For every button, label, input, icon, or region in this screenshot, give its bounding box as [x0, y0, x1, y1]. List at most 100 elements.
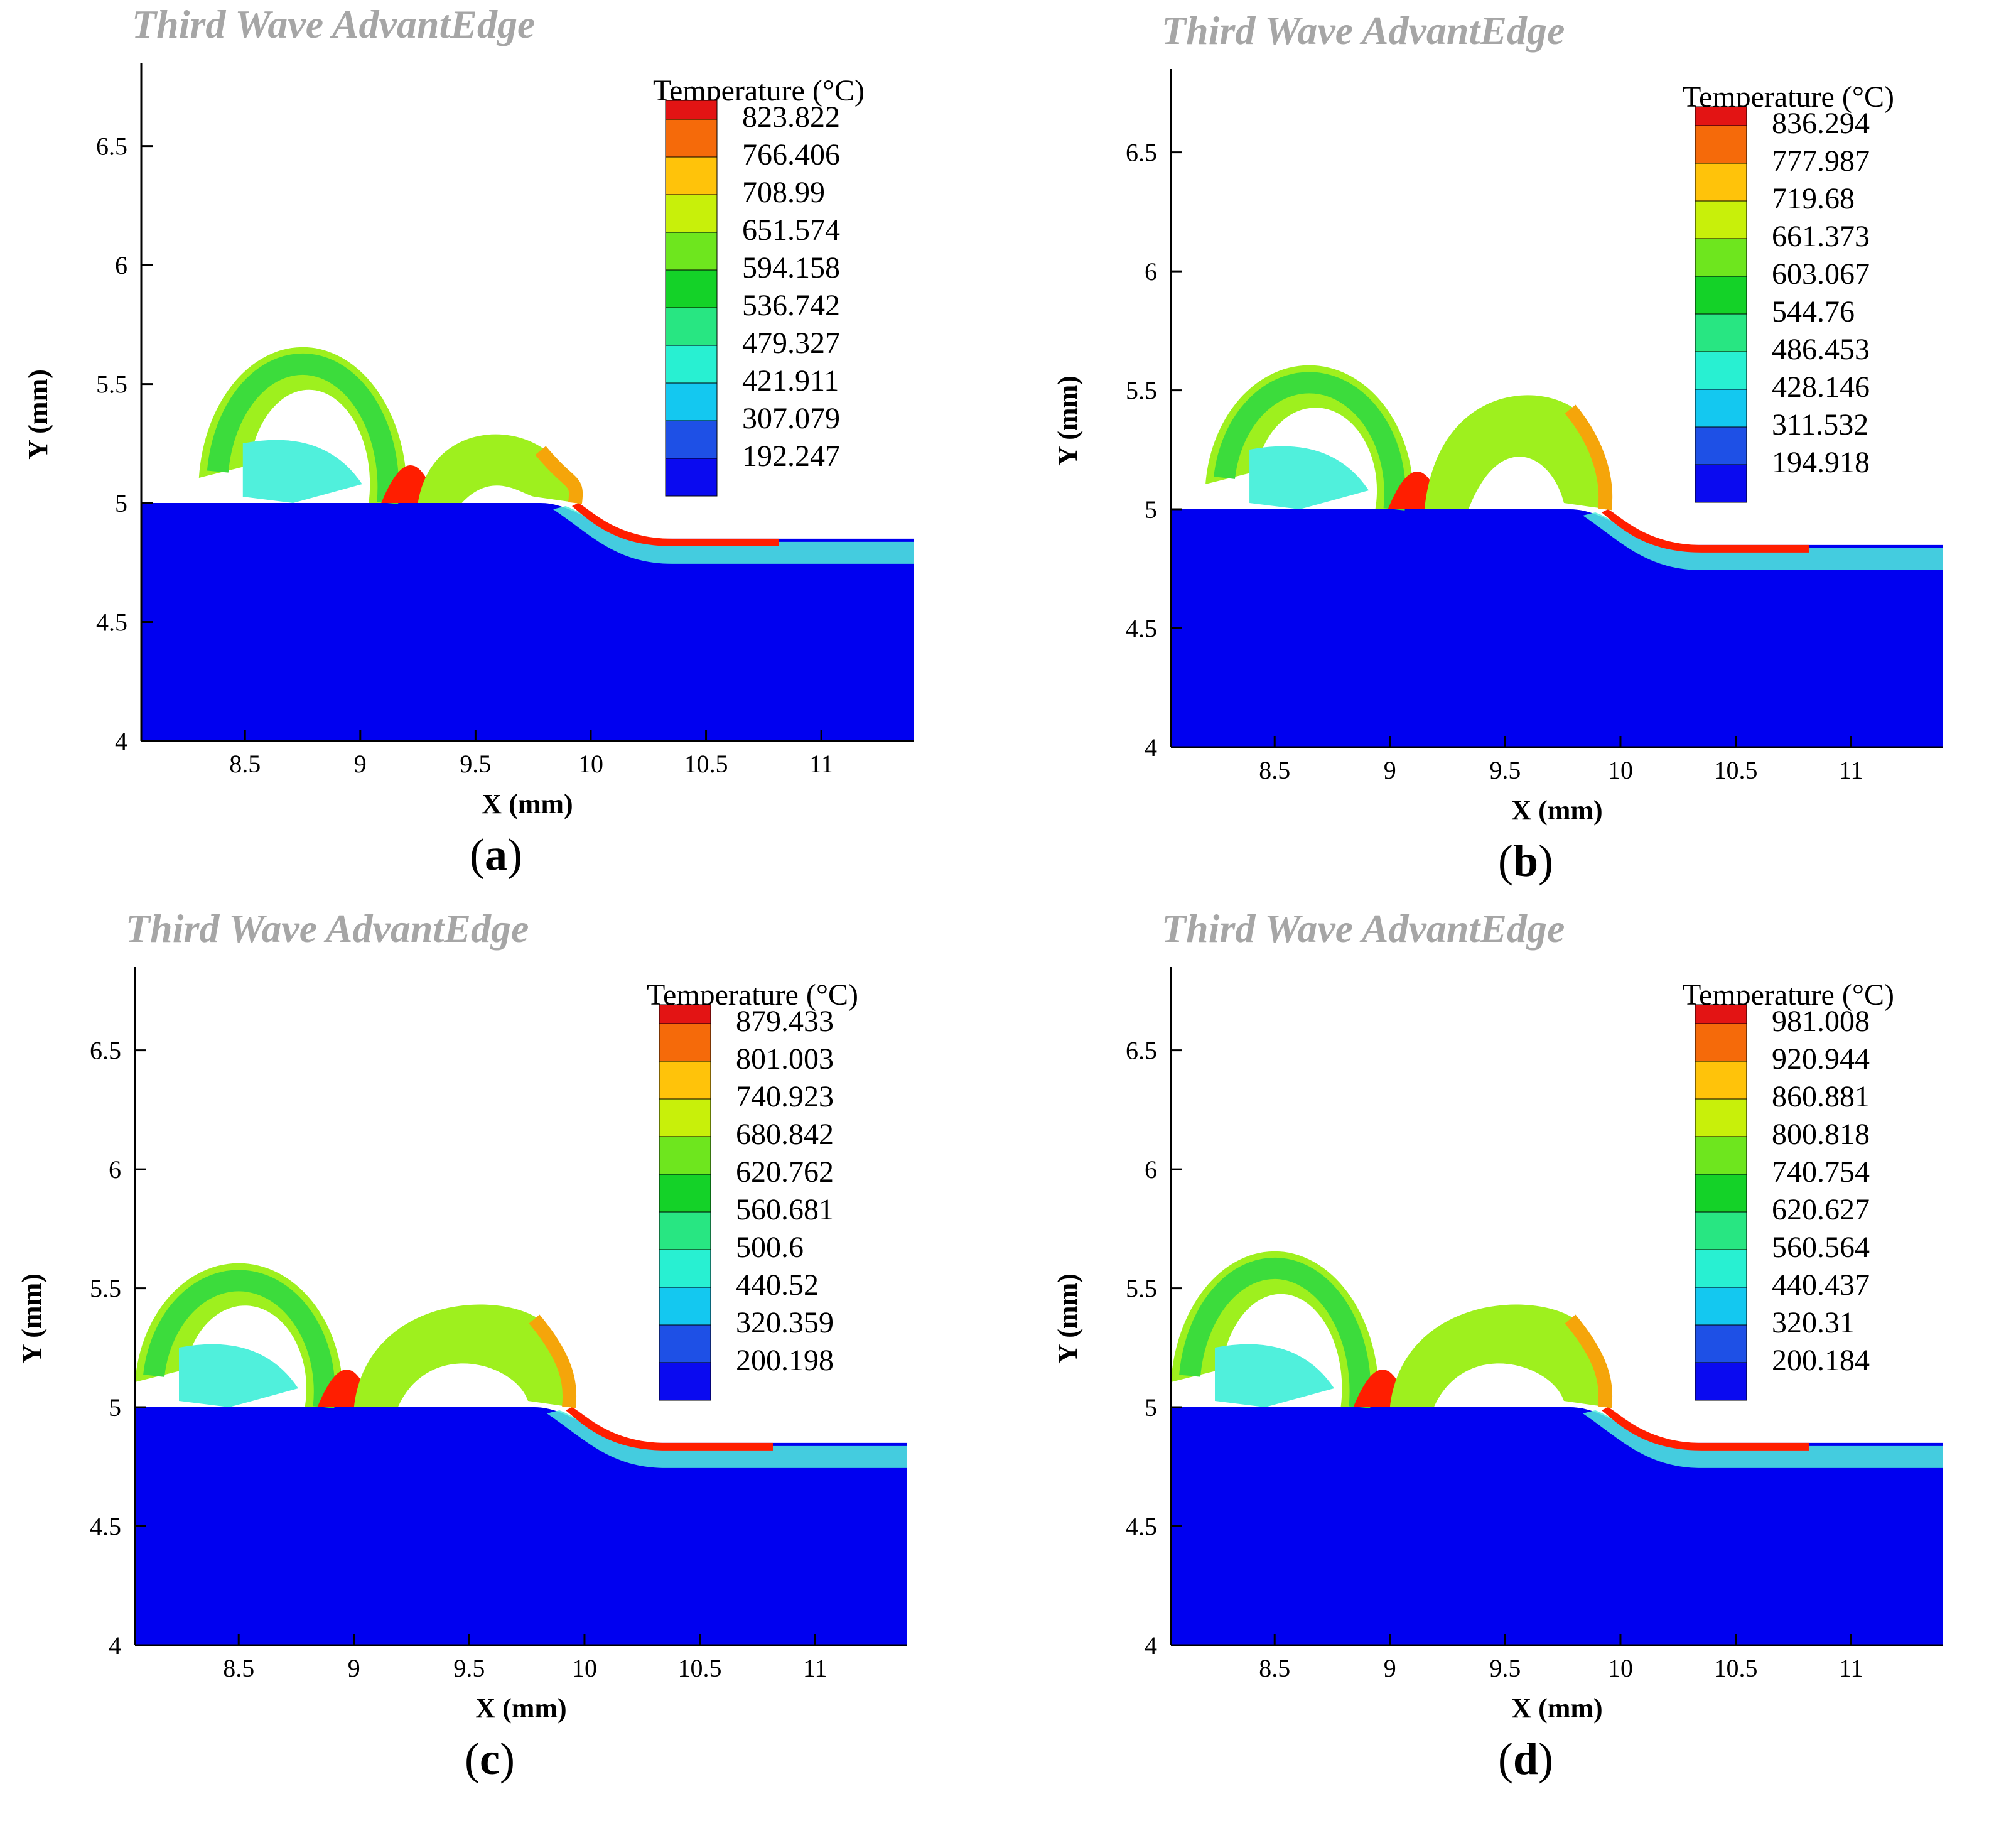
legend-band	[1695, 1004, 1747, 1024]
y-tick-label: 5	[115, 489, 127, 517]
y-tick-label: 5.5	[90, 1275, 121, 1303]
legend-band	[665, 382, 718, 421]
legend-label: 708.99	[742, 176, 825, 209]
chip-segment-2	[1389, 1304, 1610, 1408]
legend-label: 740.923	[736, 1080, 834, 1113]
legend-band	[659, 1004, 711, 1024]
legend-label: 560.564	[1772, 1231, 1870, 1264]
legend-band	[665, 420, 718, 459]
legend-label: 801.003	[736, 1042, 834, 1076]
legend-band	[659, 1098, 711, 1137]
x-tick-label: 10	[578, 750, 603, 778]
legend-band	[1695, 125, 1747, 164]
chip-segment-2-hot-edge	[529, 1314, 577, 1408]
x-tick-label: 8.5	[223, 1654, 254, 1682]
panel-d: Third Wave AdvantEdge 8.5 9 9.5 10 10.5 11 4 4.5…	[1036, 904, 2015, 1796]
y-tick-label: 6	[115, 251, 127, 279]
legend-band	[665, 194, 718, 233]
y-tick-label: 4.5	[1126, 1513, 1157, 1541]
chip-segment-1-core	[1179, 1257, 1371, 1408]
legend-band	[1695, 426, 1747, 465]
legend-label: 620.762	[736, 1155, 834, 1189]
y-tick-label: 4.5	[96, 608, 127, 637]
panel-label: (c)	[465, 1734, 515, 1784]
x-axis-label: X (mm)	[1511, 795, 1602, 826]
legend-label: 766.406	[742, 138, 840, 171]
panel-c: Third Wave AdvantEdge 8.5 9 9.5 10 10.5 11 4 4.5…	[0, 904, 979, 1796]
legend-label: 777.987	[1772, 144, 1870, 178]
legend-label: 307.079	[742, 402, 840, 435]
x-tick-label: 10	[1608, 756, 1633, 784]
legend-label: 560.681	[736, 1193, 834, 1226]
workpiece-region	[1171, 509, 1943, 747]
chart-svg: Third Wave AdvantEdge 8.5 9 9.5 10 10.5 11 4 4.5…	[23, 2, 914, 819]
y-tick-label: 6.5	[1126, 139, 1157, 167]
brand-watermark: Third Wave AdvantEdge	[1162, 906, 1565, 951]
chart-svg: Third Wave AdvantEdge 8.5 9 9.5 10 10.5 11 4 4.5…	[16, 906, 907, 1724]
y-tick-label: 6	[1145, 1155, 1157, 1184]
legend-label: 620.627	[1772, 1193, 1870, 1226]
y-tick-label: 6.5	[96, 132, 127, 161]
legend-label: 651.574	[742, 213, 840, 247]
legend-label: 661.373	[1772, 220, 1870, 253]
legend-band	[1695, 1362, 1747, 1401]
legend-band	[1695, 389, 1747, 428]
legend-label: 740.754	[1772, 1155, 1870, 1189]
panel-b: Third Wave AdvantEdge 8.5 9 9.5 10 10.5 11 4 4.5…	[1036, 6, 2015, 898]
x-tick-label: 9	[1384, 756, 1396, 784]
x-axis-label: X (mm)	[482, 789, 573, 819]
legend-band	[665, 100, 718, 120]
legend-label: 920.944	[1772, 1042, 1870, 1076]
y-tick-label: 4	[109, 1631, 121, 1660]
legend-band	[665, 458, 718, 497]
machined-surface-layer	[1582, 512, 1943, 570]
x-tick-label: 11	[803, 1654, 827, 1682]
y-tick-label: 5	[1145, 1393, 1157, 1422]
machined-surface-layer	[1582, 1410, 1943, 1468]
x-tick-label: 9	[348, 1654, 360, 1682]
legend-band	[665, 345, 718, 384]
legend-label: 680.842	[736, 1118, 834, 1151]
y-tick-label: 4	[1145, 733, 1157, 762]
legend-band	[1695, 464, 1747, 503]
legend-label: 200.198	[736, 1344, 834, 1377]
legend-band	[659, 1023, 711, 1062]
panel-label: (a)	[470, 829, 522, 880]
chip-inner-cool-zone	[179, 1344, 298, 1408]
y-tick-label: 4	[1145, 1631, 1157, 1660]
x-axis-label: X (mm)	[1511, 1693, 1602, 1724]
y-tick-label: 6.5	[1126, 1037, 1157, 1065]
brand-watermark: Third Wave AdvantEdge	[1162, 8, 1565, 53]
legend-band	[1695, 351, 1747, 390]
workpiece-region	[135, 1407, 907, 1645]
chip-segment-1-core	[143, 1270, 335, 1408]
legend-label: 421.911	[742, 364, 839, 397]
chip-segment-2-hot-edge	[1565, 404, 1613, 511]
y-tick-label: 5.5	[96, 370, 127, 399]
legend-band	[1695, 1023, 1747, 1062]
x-tick-label: 10	[572, 1654, 597, 1682]
x-tick-label: 9	[354, 750, 367, 778]
legend-band	[659, 1249, 711, 1288]
legend-label: 194.918	[1772, 446, 1870, 479]
x-tick-label: 9.5	[1489, 1654, 1521, 1682]
legend-band	[1695, 200, 1747, 239]
y-tick-label: 5	[109, 1393, 121, 1422]
hot-contact-zone	[1601, 1407, 1809, 1451]
y-tick-label: 5	[1145, 495, 1157, 524]
chip-segment-2	[353, 1304, 574, 1408]
y-tick-label: 6	[1145, 257, 1157, 286]
y-axis-label: Y (mm)	[16, 1273, 47, 1364]
y-tick-label: 6.5	[90, 1037, 121, 1065]
chip-segment-1-core	[207, 353, 399, 504]
y-tick-label: 4.5	[1126, 615, 1157, 643]
legend-band	[1695, 313, 1747, 352]
legend-band	[665, 156, 718, 195]
legend-band	[1695, 1098, 1747, 1137]
legend-label: 440.52	[736, 1268, 819, 1302]
x-tick-label: 10.5	[678, 1654, 722, 1682]
y-tick-label: 5.5	[1126, 1275, 1157, 1303]
chart-svg: Third Wave AdvantEdge 8.5 9 9.5 10 10.5 11 4 4.5…	[1052, 8, 1943, 826]
x-tick-label: 10	[1608, 1654, 1633, 1682]
legend-label: 800.818	[1772, 1118, 1870, 1151]
